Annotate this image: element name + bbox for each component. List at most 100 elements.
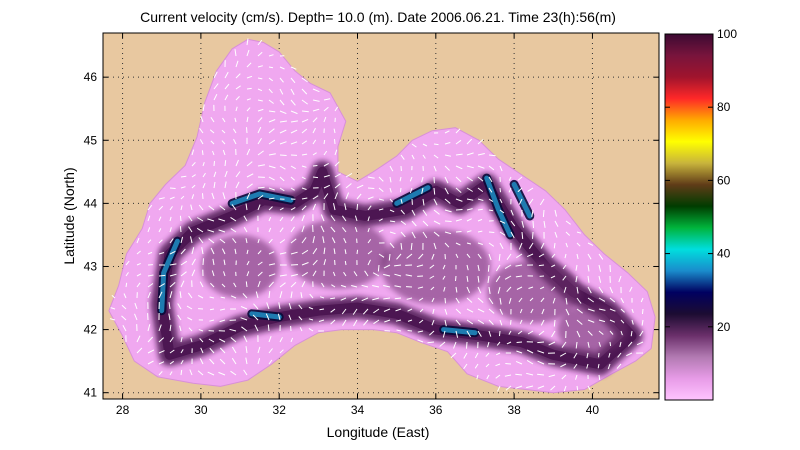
velocity-arrow <box>504 275 512 280</box>
velocity-arrow <box>565 308 570 316</box>
velocity-arrow <box>242 293 248 299</box>
velocity-arrow <box>268 187 275 191</box>
velocity-arrow <box>198 204 204 211</box>
velocity-arrow <box>290 141 298 145</box>
velocity-arrow <box>257 358 261 365</box>
velocity-arrow <box>406 253 413 259</box>
velocity-arrow <box>290 238 297 244</box>
velocity-arrow <box>609 341 612 347</box>
velocity-arrow <box>136 237 140 244</box>
velocity-arrow <box>222 149 226 156</box>
velocity-arrow <box>246 49 250 57</box>
velocity-arrow <box>330 297 336 300</box>
velocity-arrow <box>576 242 581 247</box>
velocity-arrow <box>301 99 308 105</box>
velocity-arrow <box>433 220 441 225</box>
velocity-arrow <box>198 329 204 332</box>
velocity-arrow <box>351 285 358 288</box>
velocity-arrow <box>587 264 590 272</box>
velocity-arrow <box>136 273 142 277</box>
velocity-arrow <box>499 330 501 337</box>
velocity-arrow <box>433 198 438 206</box>
velocity-arrow <box>367 176 375 179</box>
velocity-arrow <box>301 128 308 134</box>
velocity-arrow <box>466 187 473 192</box>
velocity-arrow <box>279 252 287 255</box>
velocity-arrow <box>212 258 215 266</box>
velocity-arrow <box>510 220 516 227</box>
velocity-arrow <box>636 341 644 346</box>
velocity-arrow <box>466 275 469 282</box>
velocity-arrow <box>515 360 523 365</box>
velocity-arrow <box>466 308 474 313</box>
velocity-arrow <box>631 319 634 325</box>
velocity-arrow <box>191 258 196 266</box>
velocity-arrow <box>332 271 336 277</box>
velocity-arrow <box>517 176 523 181</box>
velocity-arrow <box>268 176 275 181</box>
velocity-arrow <box>609 330 614 335</box>
velocity-arrow <box>268 165 276 169</box>
jet-core <box>249 311 282 320</box>
velocity-arrow <box>301 237 307 244</box>
velocity-arrow <box>466 253 471 259</box>
velocity-arrow <box>394 297 402 300</box>
velocity-arrow <box>527 330 534 335</box>
velocity-arrow <box>442 330 446 338</box>
velocity-arrow <box>542 209 545 218</box>
velocity-arrow <box>495 363 501 367</box>
velocity-arrow <box>191 184 196 189</box>
velocity-arrow <box>389 165 394 172</box>
velocity-arrow <box>208 238 215 244</box>
velocity-arrow <box>373 308 380 314</box>
velocity-arrow <box>598 330 604 335</box>
velocity-arrow <box>466 230 472 233</box>
velocity-arrow <box>147 251 153 255</box>
velocity-arrow <box>279 207 284 211</box>
velocity-arrow <box>180 337 183 343</box>
velocity-arrow <box>202 172 206 178</box>
velocity-arrow <box>396 253 402 260</box>
velocity-arrow <box>499 198 503 204</box>
y-axis-label: Latitude (North) <box>61 167 77 264</box>
plot-frame <box>102 32 660 400</box>
velocity-arrow <box>575 264 578 271</box>
velocity-arrow <box>466 208 473 211</box>
velocity-arrow <box>421 176 424 183</box>
velocity-arrow <box>510 319 512 325</box>
velocity-arrow <box>136 250 141 255</box>
velocity-arrow <box>319 308 325 311</box>
velocity-arrow <box>455 253 459 259</box>
velocity-arrow <box>224 94 229 101</box>
velocity-arrow <box>169 187 176 189</box>
velocity-arrow <box>640 297 644 303</box>
velocity-arrow <box>598 297 606 302</box>
velocity-arrow <box>519 308 523 314</box>
velocity-arrow <box>169 291 173 299</box>
velocity-arrow <box>474 352 479 359</box>
velocity-arrow <box>268 263 276 266</box>
velocity-arrow <box>246 148 251 156</box>
velocity-arrow <box>169 273 177 277</box>
velocity-arrow <box>257 164 265 167</box>
velocity-arrow <box>563 385 567 392</box>
velocity-arrow <box>488 253 492 261</box>
velocity-arrow <box>334 161 340 167</box>
velocity-arrow <box>125 260 130 266</box>
velocity-arrow <box>466 264 469 271</box>
x-tick-label: 38 <box>507 403 521 417</box>
velocity-arrow <box>463 352 468 359</box>
velocity-arrow <box>367 205 372 211</box>
velocity-arrow <box>383 297 391 300</box>
velocity-arrow <box>528 198 534 205</box>
velocity-arrow <box>400 209 405 215</box>
velocity-arrow <box>444 242 450 248</box>
velocity-arrow <box>209 347 215 354</box>
velocity-arrow <box>200 347 204 354</box>
velocity-arrow <box>330 215 336 222</box>
velocity-arrow <box>430 286 435 291</box>
velocity-arrow <box>125 282 128 288</box>
velocity-arrow <box>356 203 359 211</box>
velocity-arrow <box>407 330 413 332</box>
velocity-arrow <box>221 140 226 145</box>
